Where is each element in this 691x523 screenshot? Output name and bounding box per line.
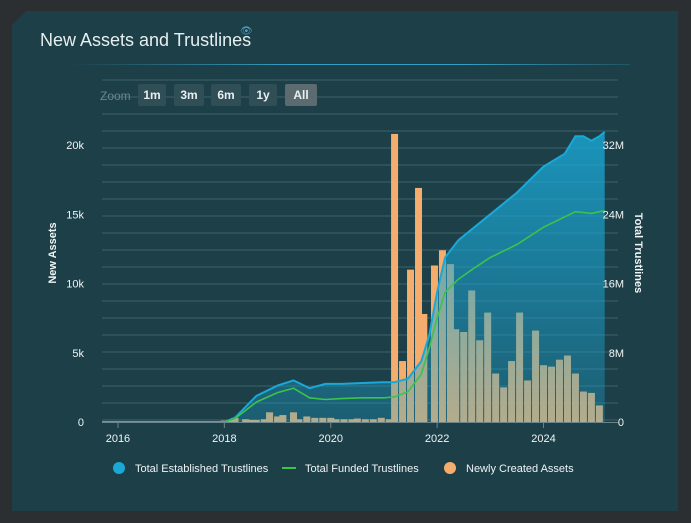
- zoom-button-All[interactable]: All: [285, 84, 317, 106]
- legend-item[interactable]: Newly Created Assets: [444, 462, 574, 475]
- legend-label[interactable]: Newly Created Assets: [466, 463, 574, 475]
- zoom-button-bg[interactable]: [249, 84, 277, 106]
- zoom-button-1m[interactable]: 1m: [138, 84, 166, 106]
- legend-item[interactable]: Total Funded Trustlines: [282, 463, 419, 475]
- eye-icon[interactable]: 👁: [240, 26, 253, 37]
- y-right-tick-label: 8M: [609, 348, 624, 360]
- zoom-button-bg[interactable]: [285, 84, 317, 106]
- zoom-button-label[interactable]: 6m: [217, 88, 234, 102]
- y-left-tick-label: 15k: [66, 209, 84, 221]
- y-left-tick-label: 20k: [66, 140, 84, 152]
- y-right-axis-title: Total Trustlines: [632, 213, 644, 293]
- bar: [391, 133, 399, 423]
- y-left-tick-label: 10k: [66, 279, 84, 291]
- zoom-button-bg[interactable]: [174, 84, 204, 106]
- zoom-button-3m[interactable]: 3m: [174, 84, 204, 106]
- y-right-tick-label: 0: [618, 417, 624, 429]
- y-right-tick-label: 16M: [603, 279, 624, 291]
- axes: 2016 2018 2020 2022 2024 0 5k 10k 15k 20k 0 8M 16M 24…: [47, 140, 644, 445]
- zoom-button-bg[interactable]: [138, 84, 166, 106]
- x-tick-label: 2024: [531, 433, 555, 445]
- bar: [415, 187, 423, 422]
- zoom-button-label[interactable]: 1y: [256, 88, 270, 102]
- funded-trustlines-line: [102, 210, 605, 423]
- legend-circle-symbol: [113, 462, 125, 474]
- x-tick-label: 2016: [106, 433, 130, 445]
- x-tick-label: 2020: [319, 433, 343, 445]
- line-series: [102, 210, 605, 423]
- zoom-button-1y[interactable]: 1y: [249, 84, 277, 106]
- legend: Total Established Trustlines Total Funded…: [113, 462, 574, 475]
- x-tick-label: 2022: [425, 433, 449, 445]
- bar: [407, 269, 415, 422]
- zoom-label: Zoom: [100, 89, 131, 103]
- area-series: [102, 131, 606, 423]
- title-divider: [70, 64, 630, 65]
- x-tick-label: 2018: [212, 433, 236, 445]
- y-left-tick-label: 0: [78, 417, 84, 429]
- established-trustlines-area: [102, 132, 605, 422]
- chart-svg: 2016 2018 2020 2022 2024 0 5k 10k 15k 20k 0 8M 16M 24…: [47, 79, 644, 475]
- legend-label[interactable]: Total Funded Trustlines: [305, 463, 419, 475]
- y-right-tick-label: 32M: [603, 140, 624, 152]
- established-trustlines-line: [102, 131, 606, 423]
- zoom-button-6m[interactable]: 6m: [211, 84, 241, 106]
- zoom-button-label[interactable]: 1m: [143, 88, 160, 102]
- legend-circle-symbol: [444, 462, 456, 474]
- zoom-button-bg[interactable]: [211, 84, 241, 106]
- chart-title: New Assets and Trustlines: [40, 30, 252, 50]
- zoom-button-label[interactable]: All: [293, 88, 308, 102]
- y-left-axis-title: New Assets: [47, 222, 59, 283]
- legend-label[interactable]: Total Established Trustlines: [135, 463, 269, 475]
- legend-item[interactable]: Total Established Trustlines: [113, 462, 269, 475]
- card-corner-notch: [12, 11, 26, 25]
- zoom-controls: Zoom 1m 3m 6m 1y All: [100, 84, 317, 106]
- y-left-tick-label: 5k: [72, 348, 84, 360]
- y-right-tick-label: 24M: [603, 209, 624, 221]
- zoom-button-label[interactable]: 3m: [180, 88, 197, 102]
- chart-card: New Assets and Trustlines 👁 2016 2018 2020…: [12, 11, 678, 511]
